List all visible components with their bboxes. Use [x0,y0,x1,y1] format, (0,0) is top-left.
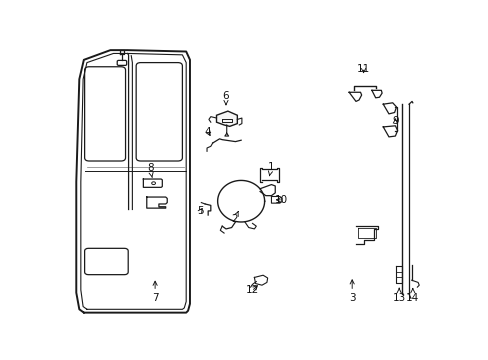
Text: 7: 7 [151,281,158,303]
Text: 11: 11 [356,64,369,74]
Text: 10: 10 [275,195,287,205]
Text: 4: 4 [204,127,211,137]
Text: 1: 1 [267,162,274,176]
Text: 12: 12 [245,285,259,296]
Text: 8: 8 [146,163,153,177]
Text: 3: 3 [348,280,355,303]
Text: 14: 14 [406,288,419,303]
Text: 2: 2 [231,211,238,224]
Text: 9: 9 [391,116,398,126]
Polygon shape [216,111,237,126]
Text: 13: 13 [392,288,405,303]
Text: 5: 5 [197,206,203,216]
Text: 6: 6 [222,91,229,105]
